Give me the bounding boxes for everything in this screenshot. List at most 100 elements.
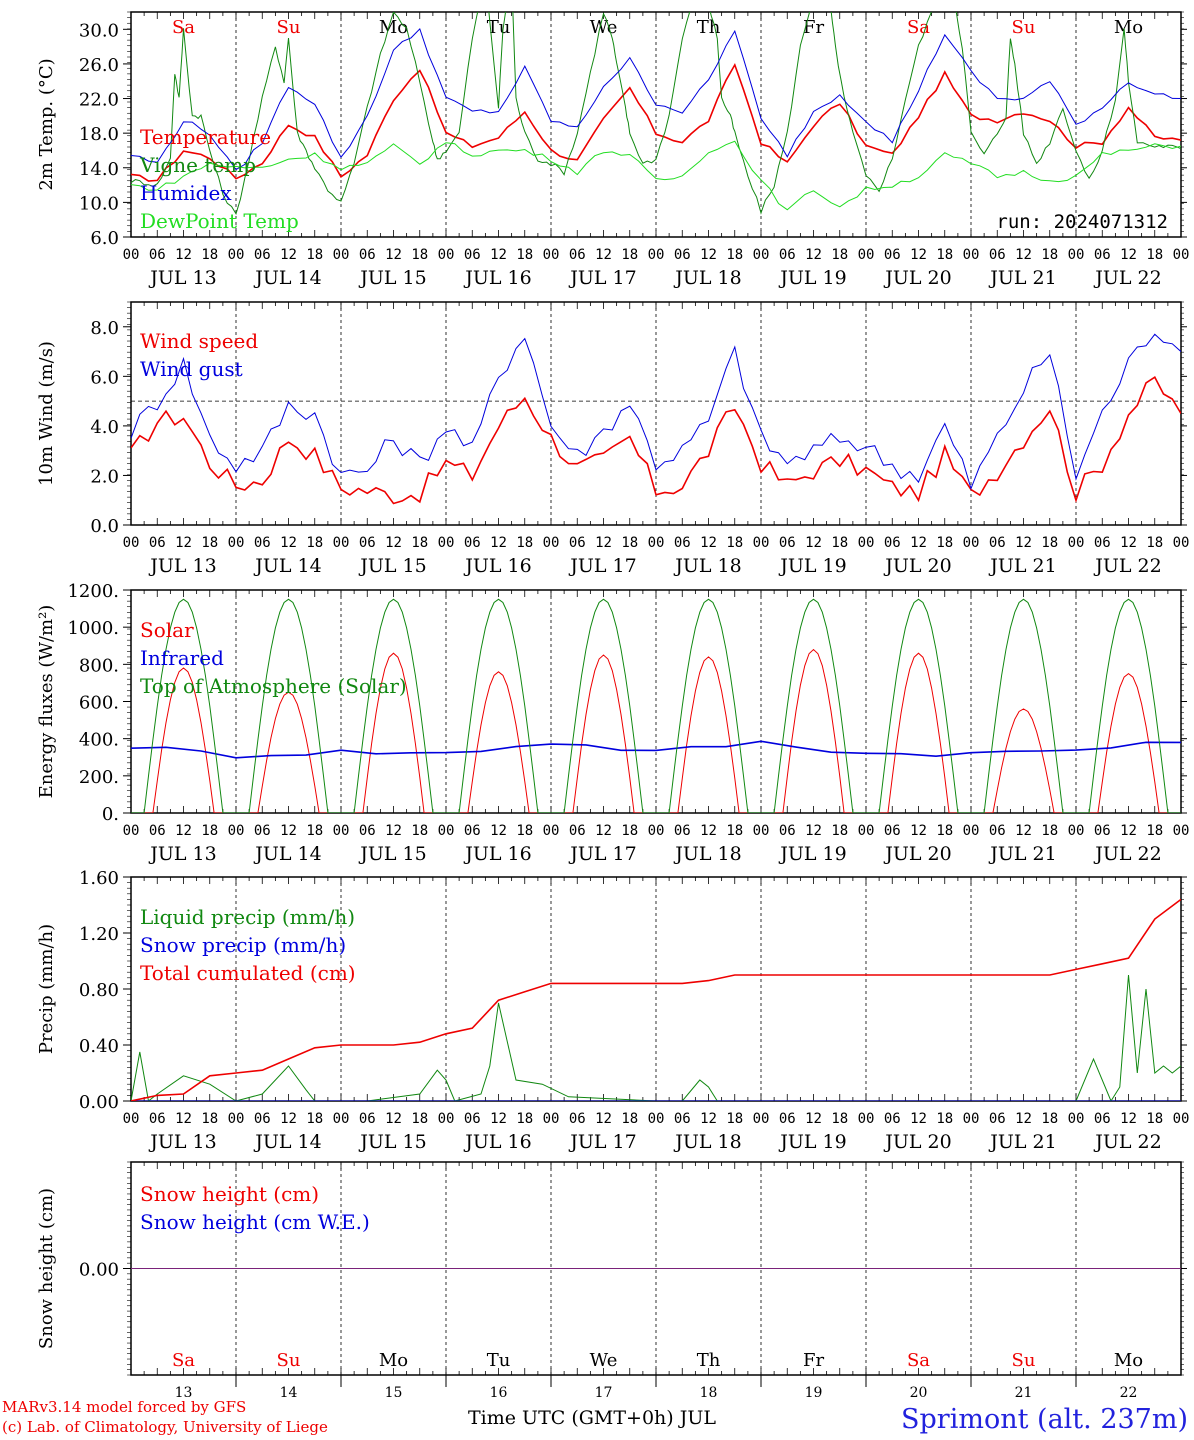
- y-tick-label: 200.: [79, 767, 119, 788]
- x-hour-label: 18: [1146, 535, 1163, 551]
- x-hour-label: 12: [700, 535, 717, 551]
- day-number-label: 19: [805, 1385, 823, 1401]
- x-date-label: JUL 15: [358, 555, 426, 577]
- y-tick-label: 1.20: [79, 924, 119, 945]
- x-hour-label: 06: [674, 535, 691, 551]
- x-date-label: JUL 20: [883, 1131, 951, 1153]
- x-hour-label: 00: [648, 823, 665, 839]
- credit-line-1: MARv3.14 model forced by GFS: [2, 1398, 246, 1416]
- x-hour-label: 18: [516, 1111, 533, 1127]
- legend-entry: Solar: [140, 618, 194, 642]
- x-date-label: JUL 14: [253, 843, 321, 865]
- x-hour-label: 00: [963, 1111, 980, 1127]
- x-hour-label: 00: [123, 247, 140, 263]
- x-hour-label: 18: [936, 1111, 953, 1127]
- x-hour-label: 06: [1094, 247, 1111, 263]
- x-hour-label: 06: [569, 535, 586, 551]
- x-hour-label: 06: [149, 1111, 166, 1127]
- x-date-label: JUL 18: [673, 267, 741, 289]
- x-hour-label: 12: [385, 823, 402, 839]
- legend-entry: DewPoint Temp: [140, 209, 299, 233]
- x-date-label: JUL 22: [1093, 843, 1161, 865]
- day-number-label: 21: [1015, 1385, 1033, 1401]
- x-hour-label: 18: [1146, 823, 1163, 839]
- x-date-label: JUL 18: [673, 843, 741, 865]
- x-hour-label: 18: [831, 823, 848, 839]
- x-hour-label: 06: [149, 535, 166, 551]
- x-hour-label: 06: [779, 823, 796, 839]
- x-axis-label: Time UTC (GMT+0h) JUL: [468, 1407, 716, 1429]
- station-label: Sprimont (alt. 237m): [901, 1404, 1188, 1435]
- x-hour-label: 00: [123, 823, 140, 839]
- x-hour-label: 18: [936, 823, 953, 839]
- x-hour-label: 12: [595, 823, 612, 839]
- x-date-label: JUL 20: [883, 267, 951, 289]
- day-abbr-label: Mo: [1114, 1350, 1143, 1371]
- x-hour-label: 18: [516, 247, 533, 263]
- x-hour-label: 12: [1120, 823, 1137, 839]
- day-abbr-label: Su: [1012, 1350, 1036, 1371]
- x-hour-label: 12: [1120, 535, 1137, 551]
- x-date-label: JUL 20: [883, 843, 951, 865]
- x-hour-label: 06: [884, 247, 901, 263]
- x-hour-label: 00: [963, 535, 980, 551]
- y-tick-label: 6.0: [90, 228, 119, 249]
- x-hour-label: 18: [726, 535, 743, 551]
- x-hour-label: 12: [595, 535, 612, 551]
- x-hour-label: 18: [516, 823, 533, 839]
- x-hour-label: 12: [595, 1111, 612, 1127]
- x-hour-label: 06: [464, 247, 481, 263]
- x-hour-label: 12: [175, 247, 192, 263]
- x-hour-label: 18: [411, 1111, 428, 1127]
- x-date-label: JUL 13: [148, 843, 216, 865]
- day-abbr-label: Fr: [803, 1350, 824, 1371]
- x-hour-label: 00: [963, 823, 980, 839]
- y-tick-label: 1.60: [79, 868, 119, 889]
- day-abbr-label: Su: [1012, 17, 1036, 38]
- x-hour-label: 06: [674, 823, 691, 839]
- x-hour-label: 12: [700, 823, 717, 839]
- x-hour-label: 00: [648, 535, 665, 551]
- x-hour-label: 06: [464, 535, 481, 551]
- x-hour-label: 00: [543, 1111, 560, 1127]
- day-abbr-label: Sa: [172, 1350, 195, 1371]
- legend-entry: Snow precip (mm/h): [140, 933, 346, 957]
- x-hour-label: 06: [359, 823, 376, 839]
- x-hour-label: 06: [569, 247, 586, 263]
- x-hour-label: 06: [884, 535, 901, 551]
- series-group: [131, 12, 1181, 216]
- y-tick-label: 600.: [79, 693, 119, 714]
- x-hour-label: 00: [543, 823, 560, 839]
- day-number-label: 20: [910, 1385, 928, 1401]
- x-hour-label: 00: [753, 535, 770, 551]
- y-tick-label: 2.0: [90, 466, 119, 487]
- day-abbr-label: Tu: [487, 1350, 511, 1371]
- day-number-label: 13: [175, 1385, 193, 1401]
- series-line-wind-gust: [131, 333, 1181, 491]
- day-number-label: 17: [595, 1385, 613, 1401]
- day-abbr-label: We: [590, 17, 618, 38]
- x-hour-label: 00: [858, 247, 875, 263]
- x-date-label: JUL 13: [148, 555, 216, 577]
- x-hour-label: 06: [1094, 823, 1111, 839]
- x-hour-label: 06: [779, 1111, 796, 1127]
- x-hour-label: 06: [149, 247, 166, 263]
- x-date-label: JUL 17: [568, 555, 636, 577]
- x-hour-label: 18: [1146, 247, 1163, 263]
- x-hour-label: 18: [306, 823, 323, 839]
- legend-entry: Infrared: [140, 646, 224, 670]
- x-hour-label: 00: [1068, 1111, 1085, 1127]
- x-hour-label: 06: [149, 823, 166, 839]
- day-abbr-label: Sa: [172, 17, 195, 38]
- x-hour-label: 12: [910, 247, 927, 263]
- x-hour-label: 18: [1041, 247, 1058, 263]
- x-hour-label: 12: [385, 247, 402, 263]
- legend-entry: Temperature: [140, 125, 271, 149]
- x-hour-label: 12: [385, 1111, 402, 1127]
- x-hour-label: 12: [175, 535, 192, 551]
- x-hour-label: 00: [438, 1111, 455, 1127]
- legend-entry: Wind gust: [140, 357, 243, 381]
- x-hour-label: 12: [700, 247, 717, 263]
- y-tick-label: 0.0: [90, 516, 119, 537]
